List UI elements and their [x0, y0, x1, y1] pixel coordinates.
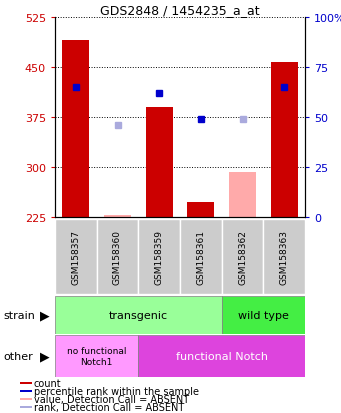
Text: rank, Detection Call = ABSENT: rank, Detection Call = ABSENT	[34, 402, 184, 412]
Text: percentile rank within the sample: percentile rank within the sample	[34, 386, 199, 396]
Title: GDS2848 / 1454235_a_at: GDS2848 / 1454235_a_at	[100, 4, 260, 17]
Text: transgenic: transgenic	[109, 310, 168, 320]
Bar	[55, 296, 222, 334]
Bar	[222, 219, 263, 294]
Text: ▶: ▶	[40, 309, 49, 322]
Bar	[20, 382, 32, 384]
Text: GSM158361: GSM158361	[196, 230, 205, 284]
Text: functional Notch: functional Notch	[176, 351, 268, 361]
Bar	[146, 108, 173, 218]
Bar	[55, 219, 97, 294]
Text: GSM158360: GSM158360	[113, 230, 122, 284]
Bar	[138, 335, 305, 377]
Bar	[104, 216, 131, 218]
Bar	[187, 202, 214, 218]
Bar	[97, 219, 138, 294]
Bar	[20, 390, 32, 392]
Bar	[62, 41, 89, 218]
Bar	[20, 406, 32, 408]
Bar	[20, 398, 32, 400]
Bar	[180, 219, 222, 294]
Text: GSM158362: GSM158362	[238, 230, 247, 284]
Text: wild type: wild type	[238, 310, 289, 320]
Bar	[229, 172, 256, 218]
Text: GSM158357: GSM158357	[71, 230, 80, 284]
Text: GSM158359: GSM158359	[155, 230, 164, 284]
Text: count: count	[34, 378, 61, 388]
Bar	[138, 219, 180, 294]
Text: GSM158363: GSM158363	[280, 230, 289, 284]
Text: other: other	[3, 351, 33, 361]
Text: value, Detection Call = ABSENT: value, Detection Call = ABSENT	[34, 394, 189, 404]
Bar	[222, 296, 305, 334]
Bar	[263, 219, 305, 294]
Text: strain: strain	[3, 310, 35, 320]
Text: ▶: ▶	[40, 350, 49, 363]
Bar	[55, 335, 138, 377]
Text: no functional
Notch1: no functional Notch1	[67, 347, 127, 366]
Bar	[271, 62, 298, 218]
